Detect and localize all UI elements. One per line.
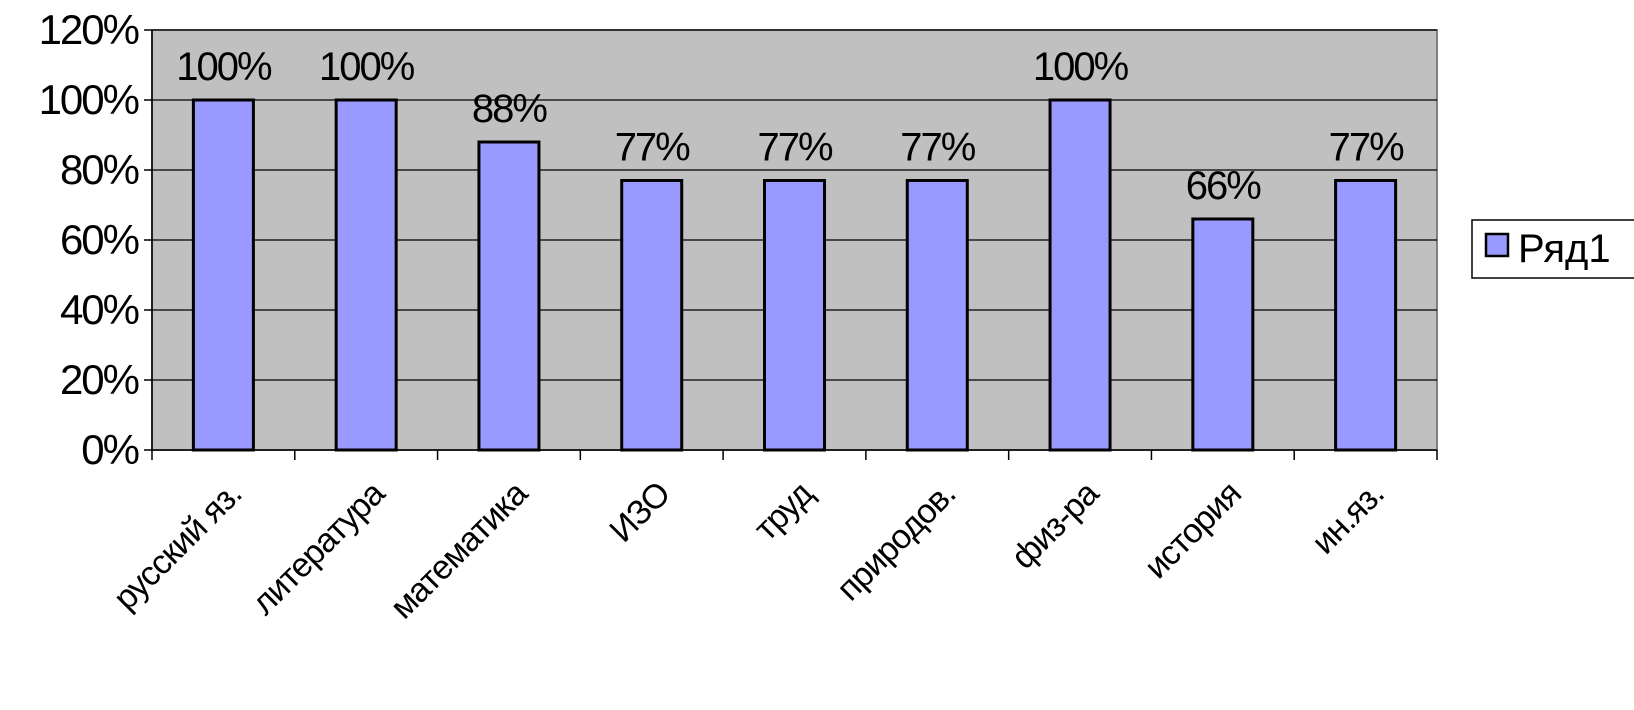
data-label: 100% <box>176 45 272 89</box>
bars <box>191 98 1398 452</box>
y-tick-label: 60% <box>60 216 139 263</box>
data-label: 77% <box>757 126 832 170</box>
category-label: труд <box>747 474 821 548</box>
category-label: история <box>1137 475 1248 586</box>
bar <box>620 179 684 452</box>
y-axis: 0% 20% 40% 60% 80% 100% 120% <box>39 6 153 473</box>
y-tick-label: 120% <box>39 6 139 53</box>
bar <box>1334 179 1398 452</box>
bar <box>1048 98 1112 452</box>
legend-swatch <box>1484 232 1510 258</box>
bar <box>1191 217 1255 452</box>
data-label: 77% <box>1329 126 1404 170</box>
bar <box>191 98 255 452</box>
y-tick-label: 100% <box>39 76 139 123</box>
data-label: 77% <box>615 126 690 170</box>
category-label: ин.яз. <box>1305 475 1392 562</box>
y-tick-label: 80% <box>60 146 139 193</box>
data-label: 66% <box>1186 164 1261 208</box>
category-label: русский яз. <box>106 475 249 618</box>
y-tick-label: 0% <box>81 426 138 473</box>
data-label: 100% <box>1033 45 1129 89</box>
y-tick-label: 20% <box>60 356 139 403</box>
data-label: 88% <box>472 87 547 131</box>
legend: Ряд1 <box>1471 219 1634 279</box>
category-label: математика <box>383 474 535 626</box>
bar <box>905 179 969 452</box>
data-label: 100% <box>319 45 415 89</box>
category-label: физ-ра <box>1004 474 1106 576</box>
category-label: литература <box>244 474 392 622</box>
data-label: 77% <box>900 126 975 170</box>
data-labels: 100% 100% 88% 77% 77% 77% 100% 66% 77% <box>176 45 1406 208</box>
category-label: природов. <box>830 475 963 608</box>
bar <box>763 179 826 452</box>
bar <box>477 140 541 452</box>
category-label: ИЗО <box>602 475 677 550</box>
y-tick-label: 40% <box>60 286 139 333</box>
legend-label: Ряд1 <box>1518 227 1611 271</box>
bar <box>334 98 398 452</box>
